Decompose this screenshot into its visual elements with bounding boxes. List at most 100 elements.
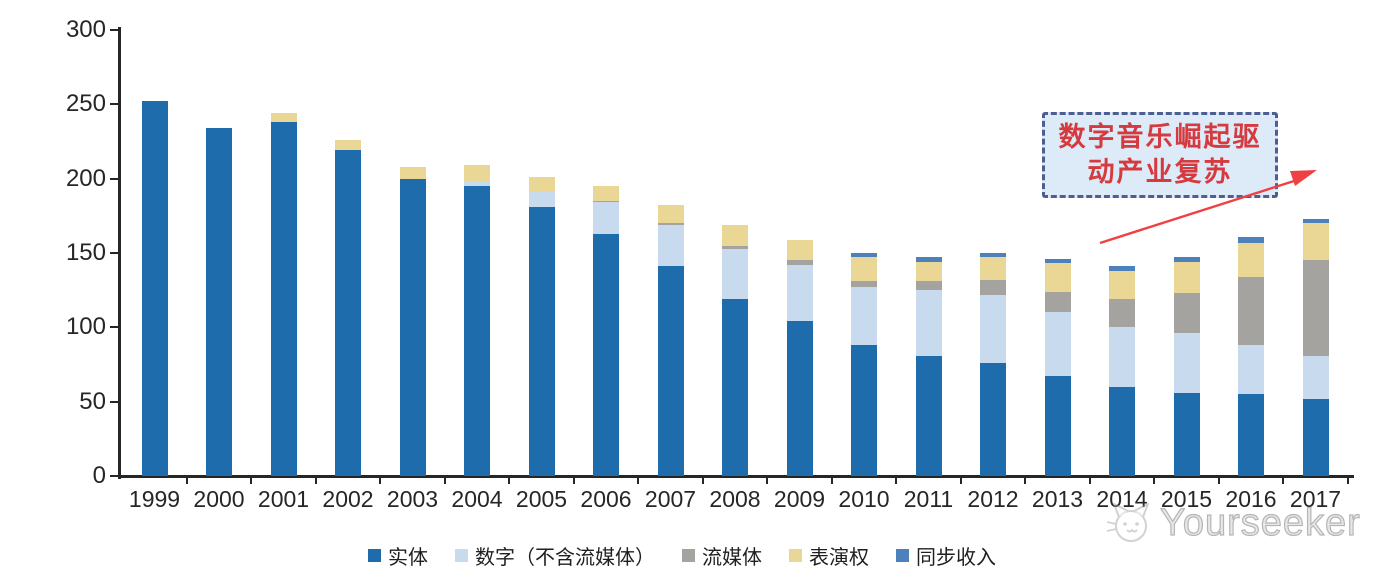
bar-segment-physical-2000 xyxy=(206,128,232,476)
legend-label-streaming: 流媒体 xyxy=(702,547,762,569)
x-axis-label-2000: 2000 xyxy=(193,486,245,512)
bar-segment-performance-rights-2005 xyxy=(528,177,555,191)
bar-segment-digital-excl-streaming-2009 xyxy=(786,264,813,322)
bar-segment-physical-2015 xyxy=(1173,392,1200,476)
bar-segment-digital-excl-streaming-2016 xyxy=(1238,345,1264,395)
cat-logo-icon xyxy=(1106,503,1149,542)
x-axis-label-2008: 2008 xyxy=(709,486,761,512)
legend-swatch-digital-excl-streaming xyxy=(455,549,468,562)
bar-segment-performance-rights-2002 xyxy=(335,140,361,151)
x-axis-label-2017: 2017 xyxy=(1289,486,1342,512)
y-axis-tick xyxy=(110,103,119,106)
bar-segment-performance-rights-2009 xyxy=(786,239,813,261)
watermark: Yourseeker xyxy=(1104,500,1361,546)
bar-segment-sync-revenue-2010 xyxy=(851,253,877,258)
legend-swatch-sync-revenue xyxy=(896,549,909,562)
bar-segment-physical-2014 xyxy=(1109,386,1135,476)
x-axis-tick xyxy=(379,476,382,484)
legend-swatch-performance-rights xyxy=(789,549,802,562)
x-axis-tick xyxy=(701,476,704,484)
x-axis-label-1999: 1999 xyxy=(128,486,181,512)
bar-segment-performance-rights-2008 xyxy=(722,224,748,246)
bar-segment-digital-excl-streaming-2010 xyxy=(851,287,877,346)
bar-segment-performance-rights-2006 xyxy=(593,186,619,201)
x-axis-tick xyxy=(1282,476,1285,484)
legend-label-digital-excl-streaming: 数字（不含流媒体） xyxy=(475,547,655,569)
x-axis-label-2001: 2001 xyxy=(257,486,310,512)
x-axis-tick xyxy=(1217,476,1220,484)
bar-segment-performance-rights-2013 xyxy=(1044,263,1071,292)
annotation-text-line2: 动产业复苏 xyxy=(1087,157,1233,187)
bar-segment-streaming-2017 xyxy=(1302,260,1329,356)
bar-segment-performance-rights-2015 xyxy=(1173,261,1200,294)
bar-segment-physical-2010 xyxy=(851,345,877,476)
x-axis-label-2004: 2004 xyxy=(451,486,503,512)
x-axis-tick xyxy=(830,476,833,484)
x-axis-tick xyxy=(959,476,962,484)
x-axis-label-2012: 2012 xyxy=(967,486,1019,512)
bar-segment-digital-excl-streaming-2007 xyxy=(657,224,684,267)
bar-segment-digital-excl-streaming-2017 xyxy=(1302,355,1329,399)
bar-segment-physical-2012 xyxy=(980,363,1006,476)
x-axis-tick xyxy=(1153,476,1156,484)
y-axis-tick xyxy=(110,177,119,180)
x-axis-tick xyxy=(508,476,511,484)
bar-segment-physical-2016 xyxy=(1238,394,1264,476)
bar-segment-digital-excl-streaming-2005 xyxy=(528,190,555,207)
legend-label-performance-rights: 表演权 xyxy=(809,547,869,569)
y-axis-tick xyxy=(110,29,119,31)
bar-segment-digital-excl-streaming-2004 xyxy=(464,181,490,187)
bar-segment-digital-excl-streaming-2008 xyxy=(722,248,748,300)
bar-segment-digital-excl-streaming-2015 xyxy=(1173,333,1200,393)
bar-segment-streaming-2016 xyxy=(1238,276,1264,346)
y-axis xyxy=(118,27,121,479)
legend-item-physical: 实体 xyxy=(368,541,428,570)
bar-segment-physical-2001 xyxy=(270,122,297,476)
bar-segment-performance-rights-2001 xyxy=(270,113,297,123)
bar-segment-physical-1999 xyxy=(141,101,168,476)
bar-segment-sync-revenue-2014 xyxy=(1109,266,1135,271)
chart-legend: 实体 数字（不含流媒体） 流媒体 表演权 同步收入 xyxy=(368,541,996,570)
bar-segment-streaming-2008 xyxy=(722,245,748,249)
y-axis-label: 50 xyxy=(79,387,106,415)
bar-segment-performance-rights-2016 xyxy=(1238,242,1264,277)
bar-segment-streaming-2012 xyxy=(980,279,1006,295)
bar-segment-performance-rights-2004 xyxy=(464,165,490,182)
legend-item-performance-rights: 表演权 xyxy=(789,541,869,570)
bar-segment-streaming-2015 xyxy=(1173,293,1200,334)
bar-segment-digital-excl-streaming-2014 xyxy=(1109,327,1135,387)
x-axis-label-2011: 2011 xyxy=(903,486,954,512)
y-axis-label: 0 xyxy=(92,462,106,489)
y-axis-tick xyxy=(110,400,119,403)
x-axis-tick xyxy=(1346,476,1349,484)
bar-segment-performance-rights-2014 xyxy=(1109,270,1135,300)
bar-segment-sync-revenue-2016 xyxy=(1238,236,1264,243)
legend-item-sync-revenue: 同步收入 xyxy=(896,541,996,570)
x-axis-tick xyxy=(1088,476,1091,484)
x-axis-label-2009: 2009 xyxy=(773,486,826,512)
bar-segment-digital-excl-streaming-2011 xyxy=(915,290,942,356)
bar-segment-performance-rights-2011 xyxy=(915,261,942,282)
legend-item-streaming: 流媒体 xyxy=(682,541,762,570)
x-axis-tick xyxy=(314,476,317,484)
bar-segment-sync-revenue-2011 xyxy=(915,257,942,262)
legend-label-sync-revenue: 同步收入 xyxy=(916,547,996,569)
bar-segment-digital-excl-streaming-2013 xyxy=(1044,312,1071,377)
x-axis-label-2015: 2015 xyxy=(1160,486,1213,512)
x-axis-label-2005: 2005 xyxy=(515,486,568,512)
annotation-text-line1: 数字音乐崛起驱 xyxy=(1058,122,1262,152)
x-axis-tick xyxy=(766,476,769,484)
y-axis-label: 200 xyxy=(65,164,106,192)
x-axis-label-2006: 2006 xyxy=(580,486,632,512)
bar-segment-physical-2004 xyxy=(464,186,490,476)
bar-segment-sync-revenue-2017 xyxy=(1302,218,1329,224)
x-axis-label-2007: 2007 xyxy=(644,486,697,512)
y-axis-label: 250 xyxy=(65,90,106,118)
y-axis-tick xyxy=(110,475,119,477)
x-axis xyxy=(118,475,1354,478)
x-axis-tick xyxy=(250,476,253,484)
bar-segment-digital-excl-streaming-2012 xyxy=(980,294,1006,363)
x-axis-label-2013: 2013 xyxy=(1031,486,1084,512)
x-axis-tick xyxy=(637,476,640,484)
